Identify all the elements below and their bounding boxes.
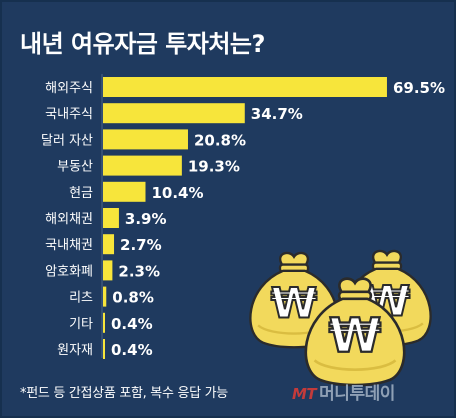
value-label: 2.7% [120,236,162,254]
value-label: 69.5% [393,79,445,97]
category-label: 국내채권 [45,238,93,253]
category-label: 기타 [69,317,93,332]
category-label: 현금 [69,186,93,201]
money-bag-icon: ₩ [304,277,406,387]
mt-logo: MT [292,385,317,403]
money-bag-icon: ₩ [249,251,339,349]
value-label: 20.8% [194,131,246,149]
money-bags-illustration: ₩₩₩ [249,249,432,387]
category-label: 원자재 [57,343,93,358]
source-name: 머니투데이 [319,384,395,404]
bar [103,260,113,281]
bar [103,339,105,359]
value-label: 10.4% [151,184,203,202]
category-label: 부동산 [57,160,93,175]
category-label: 해외채권 [45,212,93,227]
bar [103,155,182,176]
footnote: *펀드 등 간접상품 포함, 복수 응답 가능 [20,386,228,401]
bar [103,103,245,124]
category-label: 해외주식 [45,81,93,96]
value-label: 0.4% [111,315,153,333]
value-label: 2.3% [118,262,160,280]
chart-title: 내년 여유자금 투자처는? [20,30,265,58]
bar [103,286,107,307]
source-logo: MT 머니투데이 [292,379,395,404]
bar [103,208,119,228]
value-label: 0.4% [111,341,153,359]
won-symbol: ₩ [329,309,381,364]
bar [103,129,188,150]
category-label: 리츠 [69,291,93,306]
bar [103,234,115,255]
value-label: 19.3% [188,158,240,176]
value-label: 3.9% [125,210,167,228]
bar [103,312,105,333]
category-label: 암호화폐 [45,264,93,279]
bar [103,181,146,202]
value-label: 34.7% [251,105,303,123]
bar [103,77,387,97]
value-label: 0.8% [112,289,154,307]
category-label: 국내주식 [45,107,93,122]
won-symbol: ₩ [271,279,317,328]
category-label: 달러 자산 [41,133,93,148]
